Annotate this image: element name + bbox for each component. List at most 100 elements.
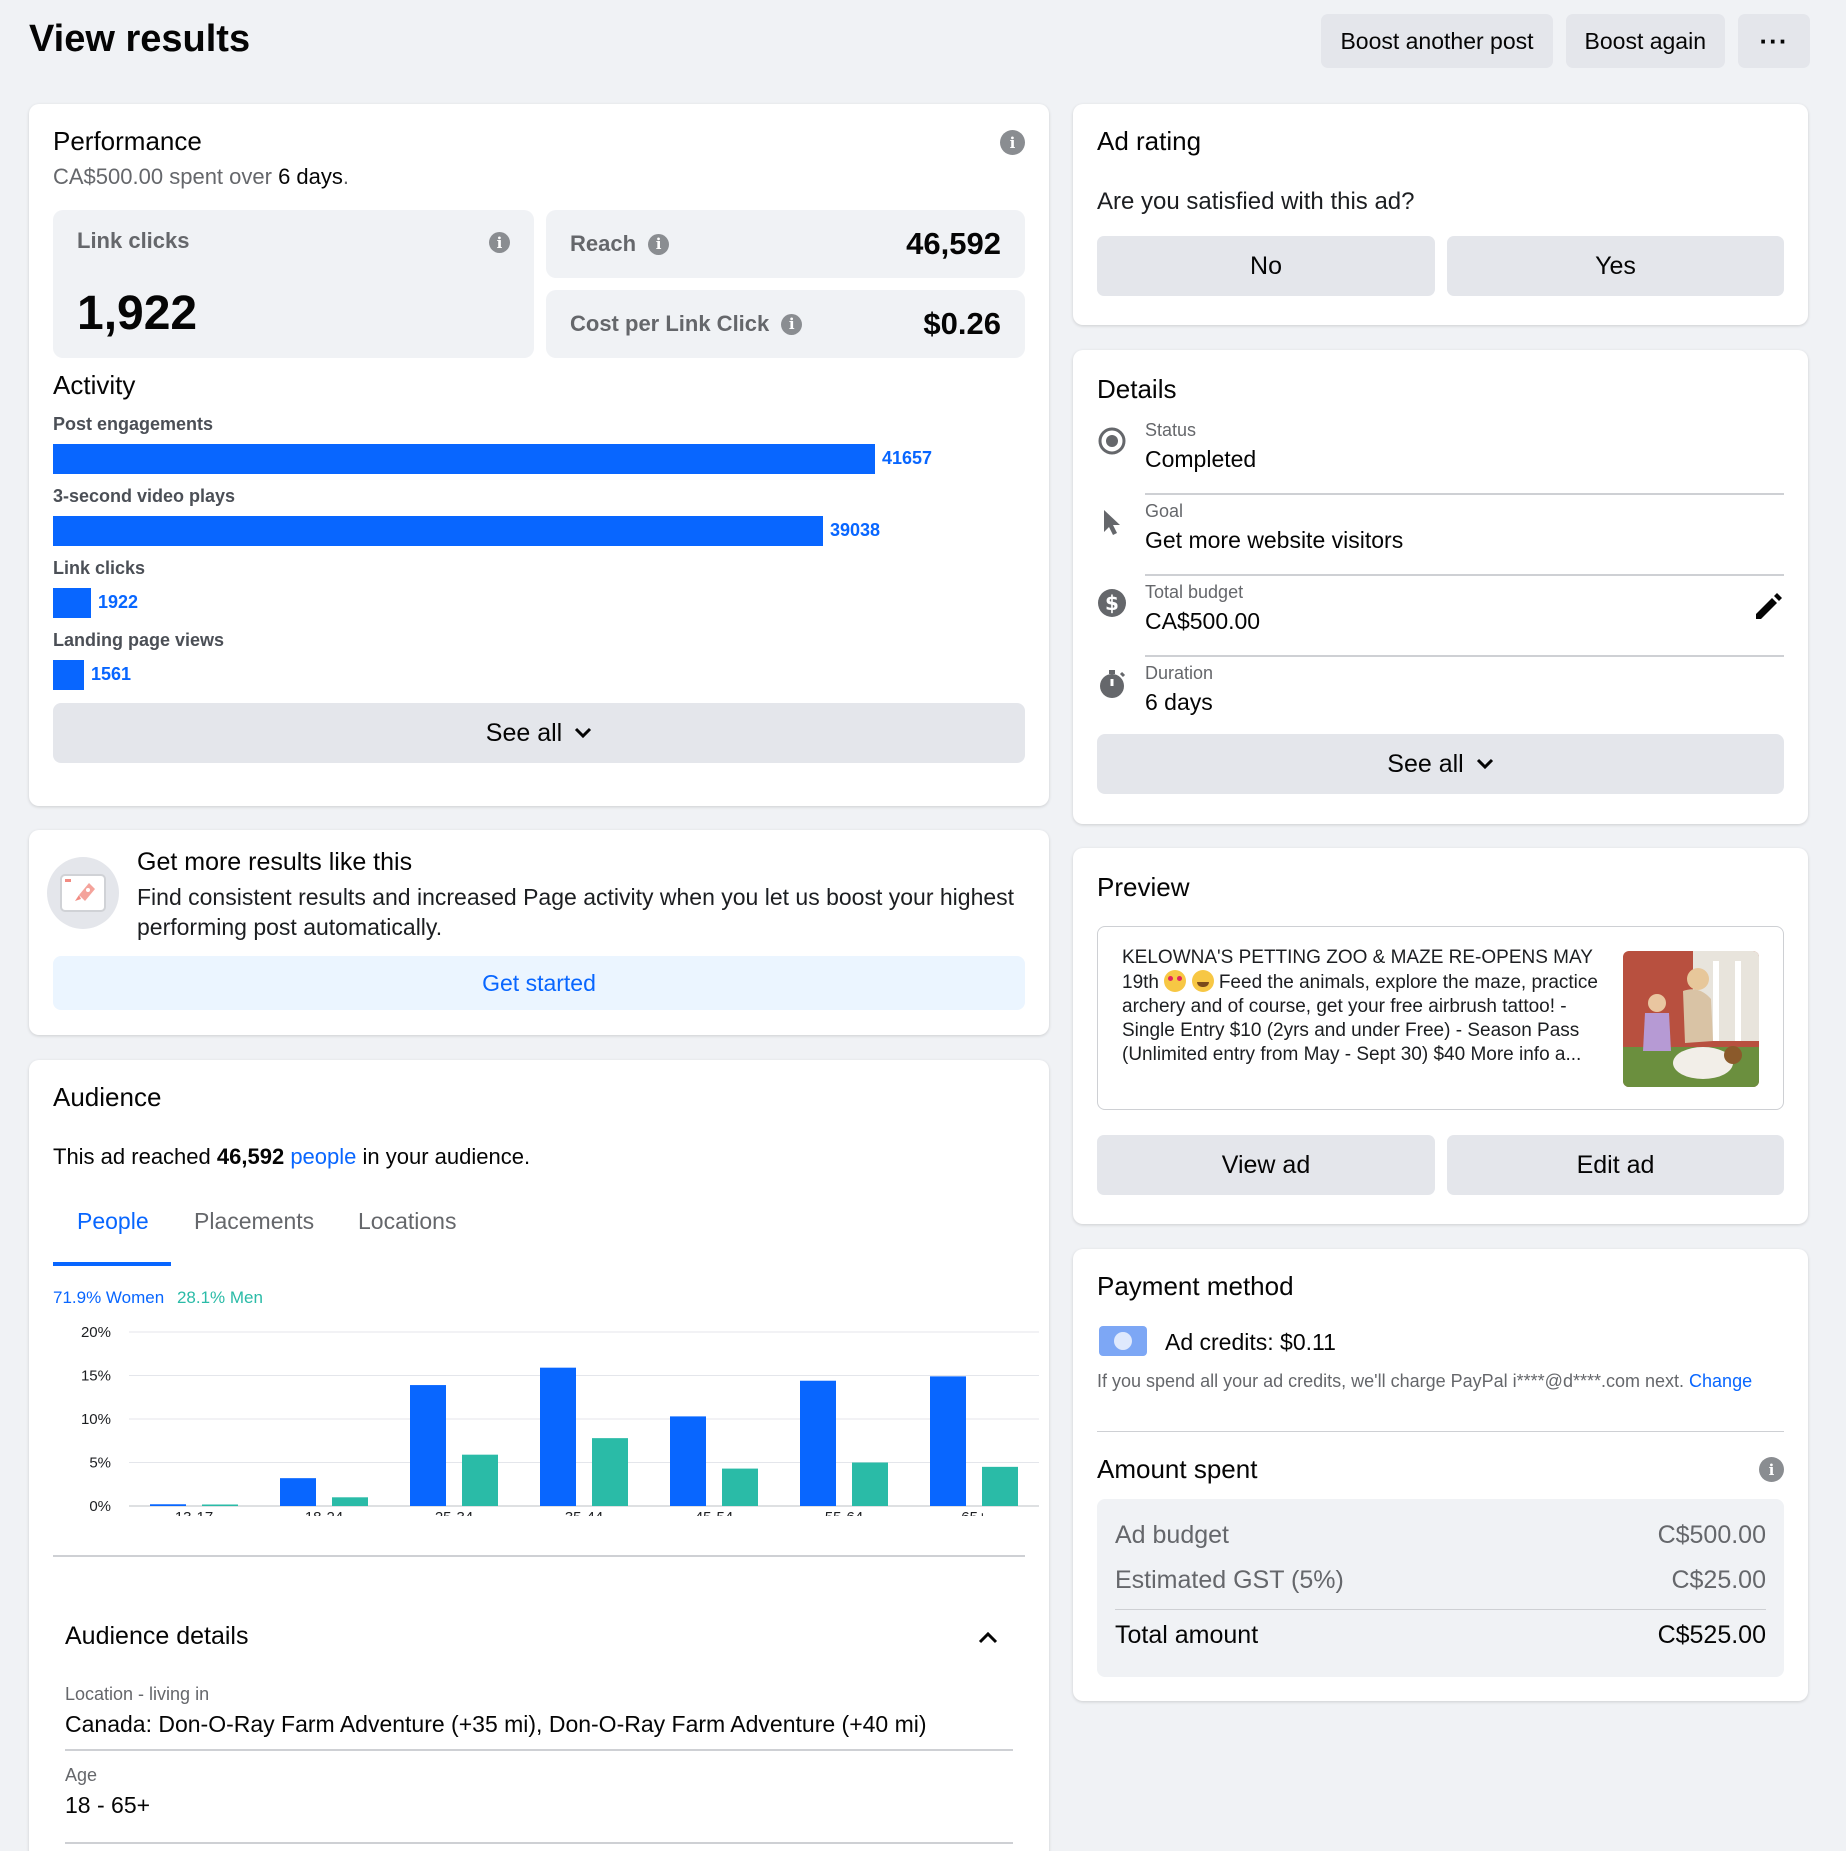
tab-locations[interactable]: Locations [358, 1208, 457, 1234]
ad-credits-card-icon [1099, 1326, 1147, 1356]
gst-label: Estimated GST (5%) [1115, 1566, 1344, 1594]
activity-bar-value: 1561 [91, 664, 132, 684]
rocket-icon [47, 857, 119, 929]
get-started-button[interactable]: Get started [53, 956, 1025, 1010]
performance-title: Performance [53, 126, 202, 156]
activity-bar [53, 516, 823, 546]
top-actions: Boost another post Boost again ··· [1321, 14, 1810, 68]
chart-bar [150, 1504, 186, 1506]
divider [65, 1842, 1013, 1844]
ad-budget-label: Ad budget [1115, 1521, 1229, 1549]
divider [65, 1749, 1013, 1751]
budget-value: CA$500.00 [1145, 608, 1261, 634]
chart-y-tick-label: 15% [81, 1368, 111, 1385]
chart-bar [410, 1385, 446, 1506]
info-icon[interactable]: i [781, 313, 803, 335]
svg-text:$: $ [1105, 591, 1119, 615]
chart-x-tick-label: 65+ [961, 1509, 987, 1516]
amount-spent-title: Amount spent [1097, 1454, 1258, 1484]
ad-credits-text: Ad credits: $0.11 [1165, 1329, 1336, 1355]
laughing-emoji-icon [1191, 970, 1214, 992]
preview-text-line: KELOWNA'S PETTING ZOO & MAZE RE-OPENS MA… [1122, 947, 1593, 968]
detail-row-duration: Duration 6 days [1097, 657, 1784, 738]
preview-text-line: 19th Feed the animals, explore the maze,… [1122, 970, 1622, 995]
reach-box: Reach i 46,592 [546, 210, 1025, 278]
cpc-label: Cost per Link Click [570, 311, 770, 336]
boost-again-button[interactable]: Boost again [1565, 14, 1725, 68]
goal-label: Goal [1145, 501, 1184, 521]
spent-mid: spent over [169, 164, 272, 189]
chart-bar [670, 1416, 706, 1506]
chart-bar [800, 1380, 836, 1506]
spent-days: 6 days [278, 164, 343, 189]
rating-no-button[interactable]: No [1097, 236, 1435, 296]
divider [1115, 1609, 1766, 1610]
location-value: Canada: Don-O-Ray Farm Adventure (+35 mi… [65, 1711, 927, 1737]
chevron-up-icon[interactable] [977, 1630, 999, 1644]
duration-label: Duration [1145, 663, 1214, 683]
amount-breakdown: Ad budget C$500.00 Estimated GST (5%) C$… [1097, 1499, 1784, 1677]
see-all-label: See all [1387, 749, 1464, 778]
chart-bar [982, 1466, 1018, 1506]
see-all-label: See all [485, 718, 563, 747]
gender-legend: 71.9% Women 28.1% Men [53, 1288, 263, 1308]
get-more-title: Get more results like this [137, 848, 413, 876]
audience-details-title: Audience details [65, 1622, 249, 1650]
audience-title: Audience [53, 1082, 162, 1112]
info-icon[interactable]: i [648, 233, 670, 255]
chart-bar [930, 1376, 966, 1506]
view-ad-button[interactable]: View ad [1097, 1135, 1435, 1195]
details-card: Details Status Completed Goal Get more w… [1073, 350, 1808, 824]
ad-budget-row: Ad budget C$500.00 [1115, 1521, 1766, 1550]
edit-ad-button[interactable]: Edit ad [1447, 1135, 1784, 1195]
divider [1097, 1431, 1784, 1432]
cursor-icon [1104, 510, 1120, 535]
page-title: View results [29, 18, 251, 60]
chart-x-tick-label: 25-34 [435, 1509, 473, 1516]
chart-y-tick-label: 0% [89, 1498, 111, 1515]
chart-x-tick-label: 18-24 [305, 1509, 343, 1516]
details-see-all-button[interactable]: See all [1097, 734, 1784, 794]
chart-y-tick-label: 20% [81, 1324, 111, 1341]
rating-yes-button[interactable]: Yes [1447, 236, 1784, 296]
change-payment-link[interactable]: Change [1689, 1371, 1753, 1391]
more-options-button[interactable]: ··· [1738, 14, 1810, 68]
boost-another-post-button[interactable]: Boost another post [1321, 14, 1553, 68]
preview-post-box[interactable]: KELOWNA'S PETTING ZOO & MAZE RE-OPENS MA… [1097, 926, 1784, 1110]
gst-row: Estimated GST (5%) C$25.00 [1115, 1566, 1766, 1595]
info-icon[interactable]: i [489, 232, 510, 253]
edit-pencil-icon[interactable] [1752, 590, 1784, 622]
performance-summary: CA$500.00 spent over 6 days. [53, 164, 349, 190]
info-icon[interactable]: i [1000, 130, 1025, 155]
chart-x-tick-label: 13-17 [175, 1509, 213, 1516]
chevron-down-icon [1476, 758, 1493, 770]
preview-post-text: KELOWNA'S PETTING ZOO & MAZE RE-OPENS MA… [1122, 946, 1622, 1067]
ad-rating-card: Ad rating Are you satisfied with this ad… [1073, 104, 1808, 325]
reach-label: Reach [570, 231, 637, 256]
preview-thumbnail-image [1623, 951, 1759, 1087]
legend-men: 28.1% Men [176, 1288, 263, 1307]
detail-row-budget: $ Total budget CA$500.00 [1097, 576, 1784, 657]
reached-pre: This ad reached [53, 1144, 211, 1169]
people-link[interactable]: people [290, 1144, 357, 1169]
activity-see-all-button[interactable]: See all [53, 703, 1025, 763]
cpc-value: $0.26 [923, 306, 1001, 341]
preview-text-fragment: Feed the animals, explore the maze, prac… [1218, 972, 1598, 993]
tab-people[interactable]: People [77, 1208, 149, 1234]
payment-note: If you spend all your ad credits, we'll … [1097, 1371, 1752, 1392]
divider [1145, 655, 1784, 657]
cpc-label-wrap: Cost per Link Click i [570, 311, 803, 337]
chart-y-tick-label: 5% [89, 1455, 111, 1472]
audience-card: Audience This ad reached 46,592 people i… [29, 1060, 1049, 1851]
status-value: Completed [1145, 446, 1257, 472]
detail-row-status: Status Completed [1097, 414, 1784, 495]
tab-placements[interactable]: Placements [194, 1208, 315, 1234]
payment-note-text: If you spend all your ad credits, we'll … [1097, 1371, 1685, 1391]
total-row: Total amount C$525.00 [1115, 1621, 1766, 1650]
age-gender-chart: 0% 5% 10% 15% 20% 13-17 18-24 25-34 35-44 45-54 55… [81, 1324, 1039, 1516]
spent-end: . [342, 164, 350, 189]
chart-bar [280, 1478, 316, 1506]
preview-title: Preview [1097, 872, 1190, 902]
detail-row-goal: Goal Get more website visitors [1097, 495, 1784, 576]
info-icon[interactable]: i [1759, 1457, 1784, 1482]
